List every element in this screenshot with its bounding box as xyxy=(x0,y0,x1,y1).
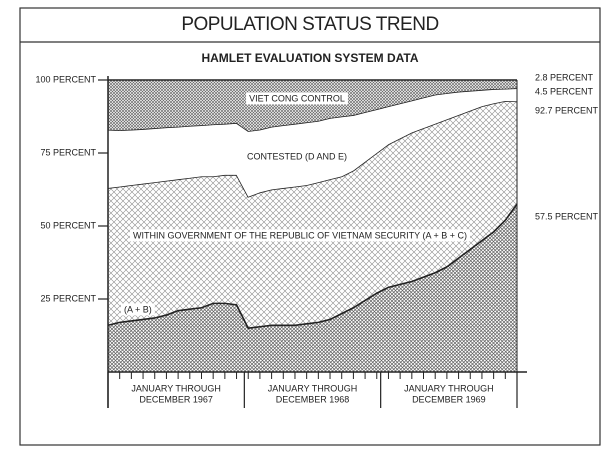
period-label: DECEMBER 1968 xyxy=(276,394,350,404)
outer-frame xyxy=(19,7,601,446)
value-label: 92.7 PERCENT xyxy=(535,106,599,116)
value-label: 57.5 PERCENT xyxy=(535,211,599,221)
area-line xyxy=(107,203,518,330)
area-label-bg xyxy=(121,303,155,316)
area-label: CONTESTED (D AND E) xyxy=(247,151,347,161)
period-label: DECEMBER 1967 xyxy=(139,394,213,404)
value-label: 4.5 PERCENT xyxy=(535,87,594,97)
area-label-bg xyxy=(246,92,348,105)
area xyxy=(108,80,517,132)
area-label: VIET CONG CONTROL xyxy=(249,93,345,103)
period-label: JANUARY THROUGH xyxy=(268,383,358,393)
y-tick-label: 100 PERCENT xyxy=(35,74,96,84)
area-label: (A + B) xyxy=(124,304,152,314)
period-label: JANUARY THROUGH xyxy=(404,383,494,393)
y-tick-label: 25 PERCENT xyxy=(40,293,96,303)
area-label-bg xyxy=(243,150,351,163)
chart-title: POPULATION STATUS TREND xyxy=(181,14,438,35)
y-tick-label: 50 PERCENT xyxy=(40,220,96,230)
area-label: WITHIN GOVERNMENT OF THE REPUBLIC OF VIE… xyxy=(133,230,467,240)
area-label-bg xyxy=(129,229,471,242)
period-label: JANUARY THROUGH xyxy=(131,383,221,393)
y-tick-label: 75 PERCENT xyxy=(40,147,96,157)
area xyxy=(108,204,517,372)
chart-subtitle: HAMLET EVALUATION SYSTEM DATA xyxy=(201,51,418,65)
period-label: DECEMBER 1969 xyxy=(412,394,486,404)
area xyxy=(108,88,517,197)
value-label: 2.8 PERCENT xyxy=(535,72,594,82)
